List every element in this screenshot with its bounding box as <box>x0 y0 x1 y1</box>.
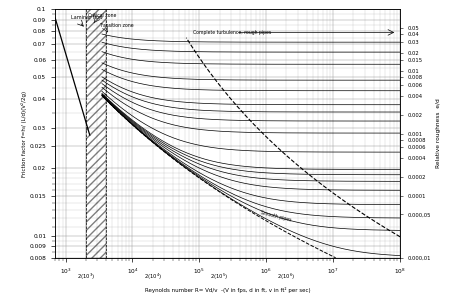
Y-axis label: Relative roughness  e/d: Relative roughness e/d <box>435 99 440 169</box>
Text: $2(10^3)$: $2(10^3)$ <box>77 272 95 282</box>
Y-axis label: Friction factor f=hₗ/ (L/d)(V²/2g): Friction factor f=hₗ/ (L/d)(V²/2g) <box>21 91 27 177</box>
Text: $2(10^6)$: $2(10^6)$ <box>277 272 295 282</box>
Text: Smooth pipes: Smooth pipes <box>259 210 291 223</box>
Text: Laminar flow: Laminar flow <box>71 15 102 20</box>
Text: $2(10^4)$: $2(10^4)$ <box>143 272 162 282</box>
X-axis label: Reynolds number R= Vd/v  -(V in fps, d in ft, v in ft² per sec): Reynolds number R= Vd/v -(V in fps, d in… <box>145 287 310 293</box>
Text: $2(10^5)$: $2(10^5)$ <box>210 272 228 282</box>
Text: Complete turbulence, rough pipes: Complete turbulence, rough pipes <box>192 30 271 35</box>
Text: Critical zone: Critical zone <box>88 14 117 18</box>
Text: Transition zone: Transition zone <box>99 22 134 28</box>
